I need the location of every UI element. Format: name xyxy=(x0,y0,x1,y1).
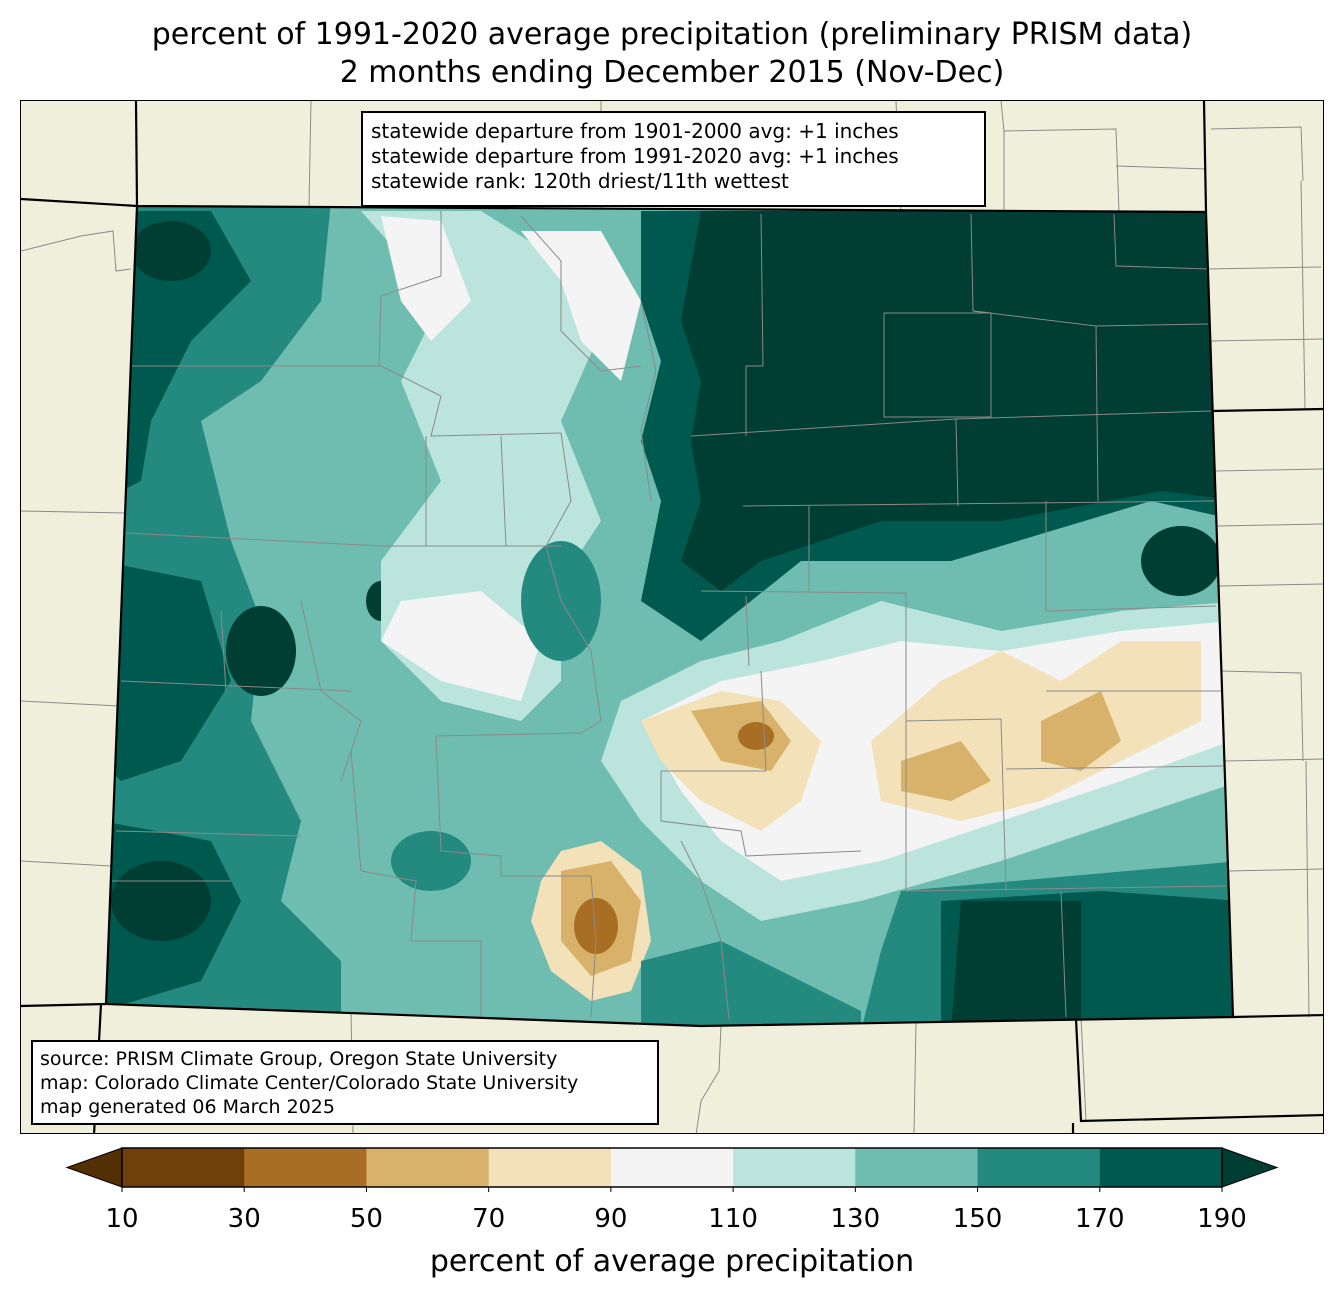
colorbar-tick-label: 190 xyxy=(1197,1204,1247,1234)
colorbar-tick-label: 150 xyxy=(952,1204,1003,1234)
source-prism: source: PRISM Climate Group, Oregon Stat… xyxy=(40,1048,558,1070)
colorbar-bin xyxy=(244,1148,367,1187)
map-subtitle: 2 months ending December 2015 (Nov-Dec) xyxy=(339,55,1005,90)
colorbar-bin xyxy=(610,1148,734,1187)
colorbar-bin xyxy=(855,1148,979,1187)
colorbar-tick-label: 170 xyxy=(1074,1204,1125,1234)
colorbar-bin xyxy=(733,1148,856,1187)
colorbar-tick-label: 70 xyxy=(472,1204,506,1234)
colorbar-extend-low xyxy=(65,1147,123,1188)
colorbar-bin xyxy=(977,1148,1101,1187)
map-title: percent of 1991-2020 average precipitati… xyxy=(151,17,1193,52)
colorbar-tick-label: 90 xyxy=(594,1204,628,1234)
colorbar-tick-label: 10 xyxy=(105,1204,139,1234)
map-panel xyxy=(20,100,1324,1134)
colorbar-label: percent of average precipitation xyxy=(429,1244,915,1279)
colorbar-extend-high xyxy=(1221,1147,1279,1188)
state-borders xyxy=(21,101,1323,1133)
colorado-precip-map xyxy=(21,101,1323,1133)
stats-departure-1901-2000: statewide departure from 1901-2000 avg: … xyxy=(371,119,899,143)
colorbar-bin xyxy=(488,1148,612,1187)
colorbar-tick-label: 110 xyxy=(708,1204,758,1234)
colorbar-tick-label: 50 xyxy=(349,1204,383,1234)
colorbar-bin xyxy=(122,1148,245,1187)
colorbar-bin xyxy=(1099,1148,1223,1187)
statewide-stats-box: statewide departure from 1901-2000 avg: … xyxy=(361,111,986,207)
stats-rank: statewide rank: 120th driest/11th wettes… xyxy=(371,169,789,193)
colorbar xyxy=(65,1147,1279,1192)
source-box: source: PRISM Climate Group, Oregon Stat… xyxy=(31,1040,659,1125)
colorbar-tick-label: 130 xyxy=(830,1204,881,1234)
stats-departure-1991-2020: statewide departure from 1991-2020 avg: … xyxy=(371,144,899,168)
precip-field xyxy=(106,206,1233,1026)
source-map-credit: map: Colorado Climate Center/Colorado St… xyxy=(40,1072,579,1094)
colorbar-outline xyxy=(121,1147,1223,1188)
colorbar-bin xyxy=(366,1148,490,1187)
colorado-county-lines xyxy=(111,211,1227,1020)
source-generated-date: map generated 06 March 2025 xyxy=(40,1096,335,1118)
colorbar-tick-label: 30 xyxy=(227,1204,261,1234)
